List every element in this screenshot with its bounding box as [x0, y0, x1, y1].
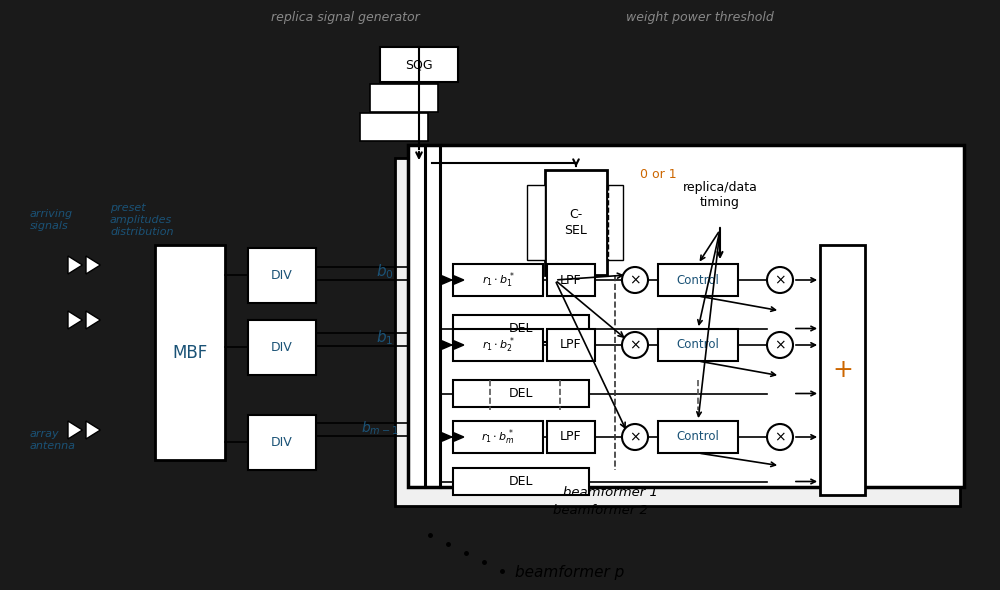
Text: $b_0$: $b_0$	[376, 263, 394, 281]
Bar	[370, 84, 438, 112]
Text: DEL: DEL	[509, 475, 533, 488]
Text: arriving
signals: arriving signals	[30, 209, 73, 231]
Polygon shape	[68, 311, 82, 329]
Text: $\times$: $\times$	[629, 273, 641, 287]
Text: replica/data
timing: replica/data timing	[683, 181, 757, 209]
Bar	[453, 468, 589, 495]
Bar	[453, 264, 543, 296]
Text: $\times$: $\times$	[629, 338, 641, 352]
Bar	[408, 145, 964, 487]
Text: $r_1 \cdot b_2^*$: $r_1 \cdot b_2^*$	[482, 335, 514, 355]
Circle shape	[622, 424, 648, 450]
Text: $r_1 \cdot b_1^*$: $r_1 \cdot b_1^*$	[482, 270, 514, 290]
Text: beamformer 2: beamformer 2	[553, 503, 647, 516]
Text: LPF: LPF	[560, 274, 582, 287]
Polygon shape	[442, 341, 452, 349]
Text: Control: Control	[677, 274, 719, 287]
Text: DEL: DEL	[509, 322, 533, 335]
Polygon shape	[454, 341, 464, 349]
Text: weight power threshold: weight power threshold	[626, 11, 774, 25]
Bar	[547, 421, 595, 453]
Text: LPF: LPF	[560, 431, 582, 444]
Polygon shape	[68, 421, 82, 439]
Bar	[453, 380, 589, 407]
Circle shape	[767, 332, 793, 358]
Bar	[545, 170, 607, 275]
Polygon shape	[86, 311, 100, 329]
Text: C-
SEL: C- SEL	[565, 208, 587, 237]
Circle shape	[767, 424, 793, 450]
Text: $b_1$: $b_1$	[376, 329, 394, 348]
Text: $b_{m-1}$: $b_{m-1}$	[361, 419, 399, 437]
Text: $r_1 \cdot b_m^*$: $r_1 \cdot b_m^*$	[481, 427, 515, 447]
Circle shape	[622, 332, 648, 358]
Bar	[453, 315, 589, 342]
Bar	[248, 320, 316, 375]
Bar	[658, 329, 738, 361]
Bar	[155, 245, 225, 460]
Text: replica signal generator: replica signal generator	[271, 11, 419, 25]
Text: array
antenna: array antenna	[30, 429, 76, 451]
Bar	[453, 421, 543, 453]
Text: Control: Control	[677, 431, 719, 444]
Bar	[547, 329, 595, 361]
Polygon shape	[86, 256, 100, 274]
Text: +: +	[832, 358, 853, 382]
Polygon shape	[442, 433, 452, 441]
Text: beamformer 1: beamformer 1	[563, 486, 657, 499]
Bar	[658, 421, 738, 453]
Polygon shape	[454, 433, 464, 441]
Text: preset
amplitudes
distribution: preset amplitudes distribution	[110, 204, 174, 237]
Polygon shape	[454, 276, 464, 284]
Text: $\times$: $\times$	[629, 430, 641, 444]
Text: beamformer p: beamformer p	[515, 565, 625, 579]
Bar	[248, 415, 316, 470]
Text: $\times$: $\times$	[774, 273, 786, 287]
Bar	[248, 248, 316, 303]
Polygon shape	[442, 276, 452, 284]
Text: Control: Control	[677, 339, 719, 352]
Bar	[820, 245, 865, 495]
Text: $\times$: $\times$	[774, 338, 786, 352]
Bar	[547, 264, 595, 296]
Bar	[527, 185, 545, 260]
Text: $\times$: $\times$	[774, 430, 786, 444]
Text: DIV: DIV	[271, 341, 293, 354]
Polygon shape	[86, 421, 100, 439]
Text: LPF: LPF	[560, 339, 582, 352]
Text: DIV: DIV	[271, 269, 293, 282]
Text: DEL: DEL	[509, 387, 533, 400]
Polygon shape	[68, 256, 82, 274]
Text: DIV: DIV	[271, 436, 293, 449]
Bar	[395, 158, 960, 506]
Circle shape	[767, 267, 793, 293]
Text: 0 or 1: 0 or 1	[640, 169, 677, 182]
Bar	[607, 185, 623, 260]
Circle shape	[622, 267, 648, 293]
Bar	[453, 329, 543, 361]
Text: SQG: SQG	[405, 58, 433, 71]
Bar	[380, 47, 458, 82]
Text: MBF: MBF	[172, 343, 208, 362]
Bar	[658, 264, 738, 296]
Bar	[360, 113, 428, 141]
